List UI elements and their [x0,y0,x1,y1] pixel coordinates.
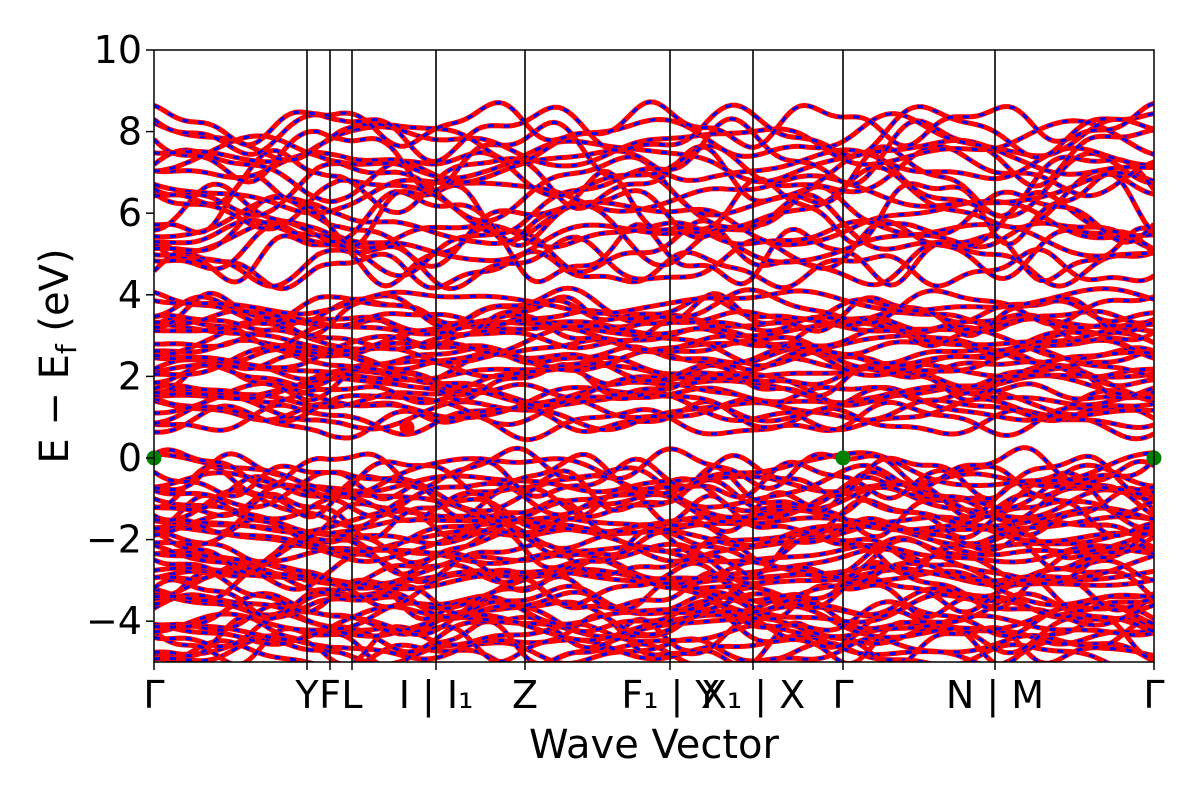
x-tick-label-8: Γ [832,673,853,717]
band-line-down-73 [154,547,1154,590]
band-line-down-53 [154,636,1154,662]
band-line-down-25 [154,396,1154,424]
y-axis-label-unit: (eV) [32,248,78,344]
marker-vbm-1 [835,450,851,466]
x-tick-label-10: Γ [1143,673,1164,717]
band-line-down-9 [154,169,1154,248]
band-line-down-7 [154,195,1154,247]
y-axis-label-main: E − E [32,354,78,464]
band-line-down-67 [154,570,1154,615]
band-line-down-26 [154,386,1154,427]
band-line-up-51 [154,286,1154,317]
band-line-up-10 [154,164,1154,237]
band-line-up-32 [154,358,1154,403]
band-line-down-50 [154,286,1154,329]
y-axis-label: E − Ef (eV) [32,248,83,463]
y-tick-label-6: 8 [118,110,142,154]
band-line-down-48 [154,291,1154,338]
band-line-down-14 [154,144,1154,204]
band-line-down-74 [154,536,1154,593]
x-tick-label-7: X₁ | X [701,673,805,718]
y-tick-label-4: 4 [118,273,142,317]
band-line-down-46 [154,313,1154,333]
band-line-down-36 [154,346,1154,383]
band-line-down-42 [154,327,1154,352]
band-line-down-61 [154,599,1154,638]
plot-frame [153,49,1155,663]
x-axis-label: Wave Vector [529,722,780,768]
band-line-down-56 [154,613,1154,662]
band-line-down-87 [154,488,1154,530]
band-line-down-13 [154,145,1154,218]
x-tick-label-1: Y [294,673,319,717]
band-line-up-23 [154,399,1154,438]
marker-cbm-3 [399,419,415,435]
band-line-down-95 [154,452,1154,501]
bands-layer [154,99,1154,662]
band-line-down-97 [154,446,1154,490]
band-line-up-28 [154,385,1154,410]
band-line-down-8 [154,182,1154,247]
band-line-down-49 [154,295,1154,325]
band-line-down-3 [154,219,1154,281]
high-symmetry-lines [306,50,996,662]
band-line-down-19 [154,112,1154,164]
band-line-down-60 [154,600,1154,642]
y-tick-label-3: 2 [118,354,142,398]
y-tick-label-5: 6 [118,191,142,235]
band-line-down-78 [154,530,1154,565]
band-line-down-31 [154,363,1154,408]
x-tick-label-3: L [341,673,362,717]
band-line-up-21 [154,99,1154,150]
y-axis-ticks: −4 −2 0 2 4 6 8 10 [86,28,154,643]
band-line-up-1 [154,234,1154,292]
x-tick-label-6: F₁ | Y [621,673,719,718]
band-line-down-79 [154,522,1154,563]
band-line-down-85 [154,493,1154,541]
band-line-up-80 [154,523,1154,554]
band-line-up-43 [154,319,1154,354]
x-tick-label-0: Γ [143,673,164,717]
band-line-down-66 [154,575,1154,621]
band-line-down-72 [154,557,1154,586]
band-line-down-15 [154,146,1154,184]
band-line-down-24 [154,394,1154,432]
y-tick-label-7: 10 [94,28,142,72]
x-tick-label-5: Z [512,673,538,717]
x-tick-label-2: F [319,673,341,717]
y-tick-label-1: −2 [86,518,142,562]
band-line-down-83 [154,515,1154,535]
band-line-down-5 [154,218,1154,251]
band-line-down-59 [154,612,1154,639]
x-tick-label-9: N | M [946,673,1044,718]
x-tick-label-4: I | I₁ [399,673,474,718]
y-axis-label-sub: f [50,343,83,354]
band-line-down-33 [154,363,1154,389]
band-line-down-22 [154,404,1154,442]
band-line-up-96 [154,450,1154,497]
band-line-down-11 [154,171,1154,215]
y-tick-label-0: −4 [86,599,142,643]
y-tick-label-2: 0 [118,436,142,480]
band-line-down-6 [154,190,1154,268]
